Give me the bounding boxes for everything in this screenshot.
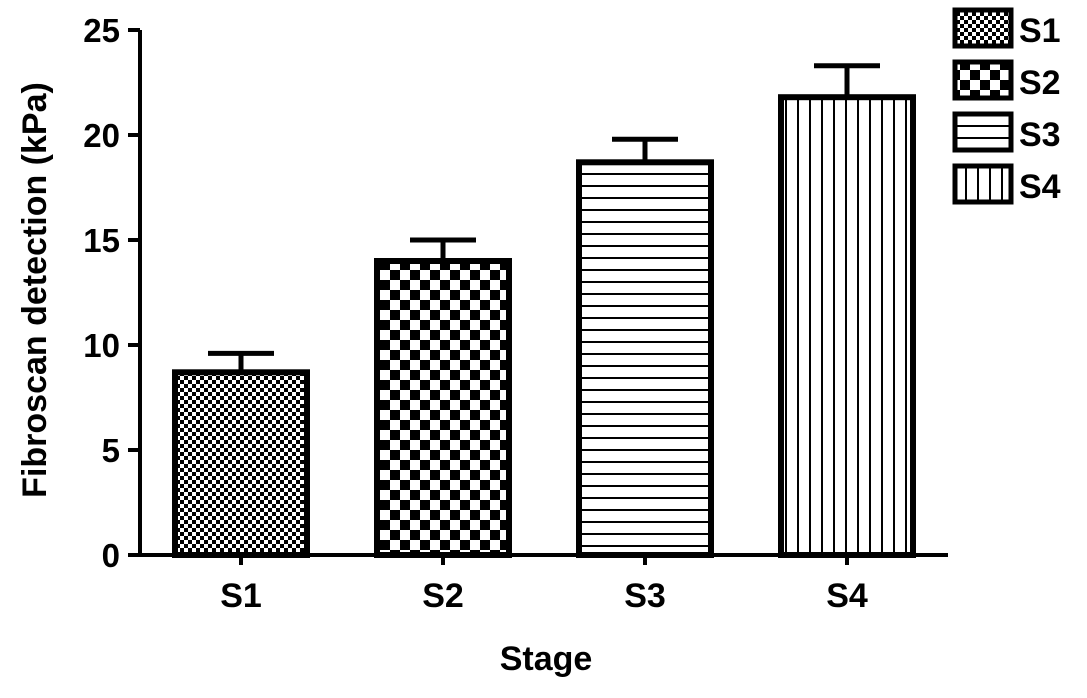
bar-s2 <box>374 258 512 558</box>
legend-label-s3: S3 <box>1019 116 1061 154</box>
x-axis-label: Stage <box>500 640 593 678</box>
y-tick-label: 25 <box>83 12 120 49</box>
axes-layer: S1 S2 S3 S4 0 5 10 15 20 25 <box>83 12 948 615</box>
legend-label-s1: S1 <box>1019 12 1061 50</box>
y-tick-label: 0 <box>102 537 120 574</box>
y-tick-label: 10 <box>83 327 120 364</box>
legend-swatch-s1 <box>952 7 1014 49</box>
legend-swatch-s3 <box>952 111 1014 153</box>
x-tick-label-s3: S3 <box>624 577 666 615</box>
x-tick-label-s2: S2 <box>422 577 464 615</box>
bars-layer <box>172 63 916 559</box>
legend: S1 S2 S3 S4 <box>952 7 1061 206</box>
y-tick-label: 15 <box>83 222 120 259</box>
legend-swatch-s2 <box>952 59 1014 101</box>
y-tick-label: 20 <box>83 117 120 154</box>
bar-s3 <box>576 159 714 559</box>
x-tick-label-s1: S1 <box>220 577 262 615</box>
legend-label-s4: S4 <box>1019 168 1061 206</box>
bar-s1 <box>172 369 310 558</box>
y-axis-label: Fibroscan detection (kPa) <box>16 82 54 498</box>
y-tick-label: 5 <box>102 432 120 469</box>
legend-label-s2: S2 <box>1019 64 1061 102</box>
legend-swatch-s4 <box>952 163 1014 205</box>
bar-s4 <box>778 94 916 558</box>
x-tick-label-s4: S4 <box>826 577 868 615</box>
